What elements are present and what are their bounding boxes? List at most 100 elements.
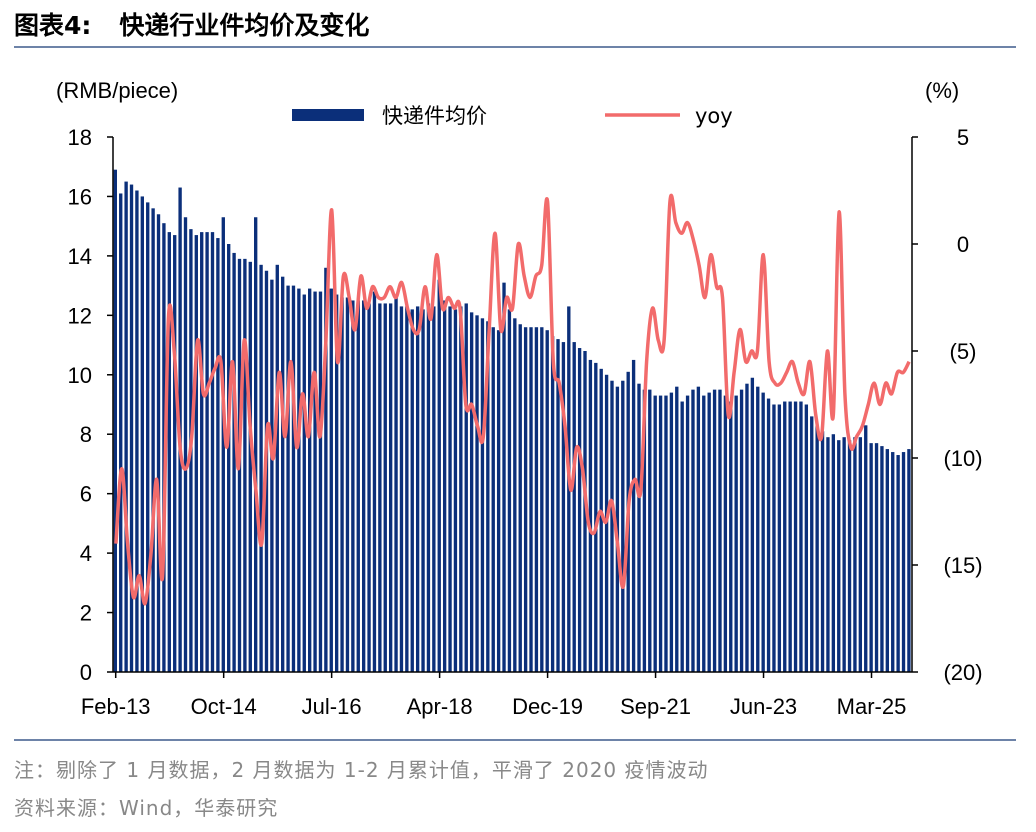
bar — [718, 389, 722, 672]
bar — [518, 324, 522, 672]
bar — [588, 359, 593, 672]
bar — [631, 359, 636, 672]
bar — [594, 362, 598, 672]
bar — [448, 306, 452, 672]
bar — [313, 291, 317, 672]
bar — [815, 425, 819, 672]
bar — [491, 327, 495, 672]
left-tick-label: 8 — [80, 422, 92, 447]
bar — [291, 285, 296, 672]
bar — [475, 315, 479, 672]
bar — [826, 437, 830, 672]
left-tick-label: 4 — [80, 541, 92, 566]
bar — [772, 404, 776, 672]
bar — [691, 389, 695, 672]
bar — [281, 276, 285, 672]
bar — [340, 297, 344, 672]
bar — [729, 401, 733, 672]
left-axis-label: (RMB/piece) — [56, 78, 178, 103]
bar — [820, 431, 825, 672]
bar — [334, 294, 339, 672]
figure-number: 图表4: — [14, 11, 92, 40]
bar — [156, 214, 161, 672]
left-tick-label: 0 — [80, 660, 92, 685]
right-tick-label: (5) — [950, 339, 977, 364]
bar — [853, 437, 857, 672]
bar — [129, 184, 134, 672]
bar — [469, 312, 474, 672]
bar — [869, 443, 873, 672]
bar — [351, 300, 355, 672]
bar — [621, 380, 625, 672]
x-tick-label: Sep-21 — [620, 694, 691, 719]
bar — [146, 202, 150, 672]
bar — [864, 425, 868, 672]
legend-swatch-bar — [292, 109, 364, 121]
bar — [793, 401, 798, 672]
bar — [135, 190, 139, 672]
bar — [329, 288, 333, 672]
x-tick-label: Jun-23 — [730, 694, 797, 719]
bar — [783, 401, 787, 672]
bar — [356, 300, 360, 672]
bar — [680, 401, 684, 672]
bar — [842, 437, 846, 672]
bar — [513, 318, 517, 672]
price-yoy-chart: 0 2 4 6 8 10 12 14 16 18 (20) (15) (10) (5) 0 5 Feb-13 Oc… — [56, 78, 983, 719]
bar — [799, 401, 803, 672]
bar — [891, 452, 895, 672]
bar — [113, 169, 117, 672]
bar — [173, 235, 177, 672]
bar — [124, 181, 128, 672]
right-tick-label: (20) — [943, 660, 982, 685]
bar — [388, 303, 393, 672]
bar — [545, 330, 549, 672]
bar — [664, 395, 668, 672]
footer-rule — [14, 739, 1016, 741]
bar — [421, 309, 425, 672]
bar — [399, 306, 404, 672]
title-rule — [14, 46, 1016, 48]
bar — [712, 389, 717, 672]
bar — [297, 288, 301, 672]
bar — [599, 368, 603, 672]
bar — [642, 389, 647, 672]
right-tick-label: (15) — [943, 553, 982, 578]
x-tick-label: Mar-25 — [837, 694, 907, 719]
bar — [761, 392, 765, 672]
bar — [318, 291, 323, 672]
right-tick-label: 0 — [957, 232, 969, 257]
bar — [685, 395, 690, 672]
bar — [205, 232, 209, 673]
bar — [561, 342, 566, 672]
bar — [372, 291, 377, 672]
bar — [410, 309, 414, 672]
bar — [610, 380, 614, 672]
bar — [216, 238, 220, 672]
bar — [227, 244, 231, 672]
bar — [583, 351, 587, 672]
legend-label-line: yoy — [695, 104, 733, 128]
left-tick-label: 18 — [68, 125, 92, 150]
x-tick-label: Oct-14 — [191, 694, 257, 719]
bar — [648, 389, 652, 672]
bar — [831, 434, 836, 672]
right-tick-label: (10) — [943, 446, 982, 471]
bar — [248, 261, 252, 672]
bar — [653, 395, 657, 672]
bar — [383, 303, 387, 672]
bar — [696, 386, 701, 672]
bar — [577, 348, 582, 672]
bar — [885, 449, 889, 672]
bar — [804, 404, 809, 672]
bar — [302, 294, 306, 672]
bar — [361, 300, 366, 672]
bar — [426, 303, 431, 672]
bar — [669, 392, 674, 672]
bar — [745, 383, 749, 672]
x-tick-label: Apr-18 — [407, 694, 473, 719]
bar — [432, 306, 436, 672]
legend-label-bar: 快递件均价 — [382, 104, 487, 128]
bar — [496, 330, 501, 672]
bar — [540, 327, 544, 672]
